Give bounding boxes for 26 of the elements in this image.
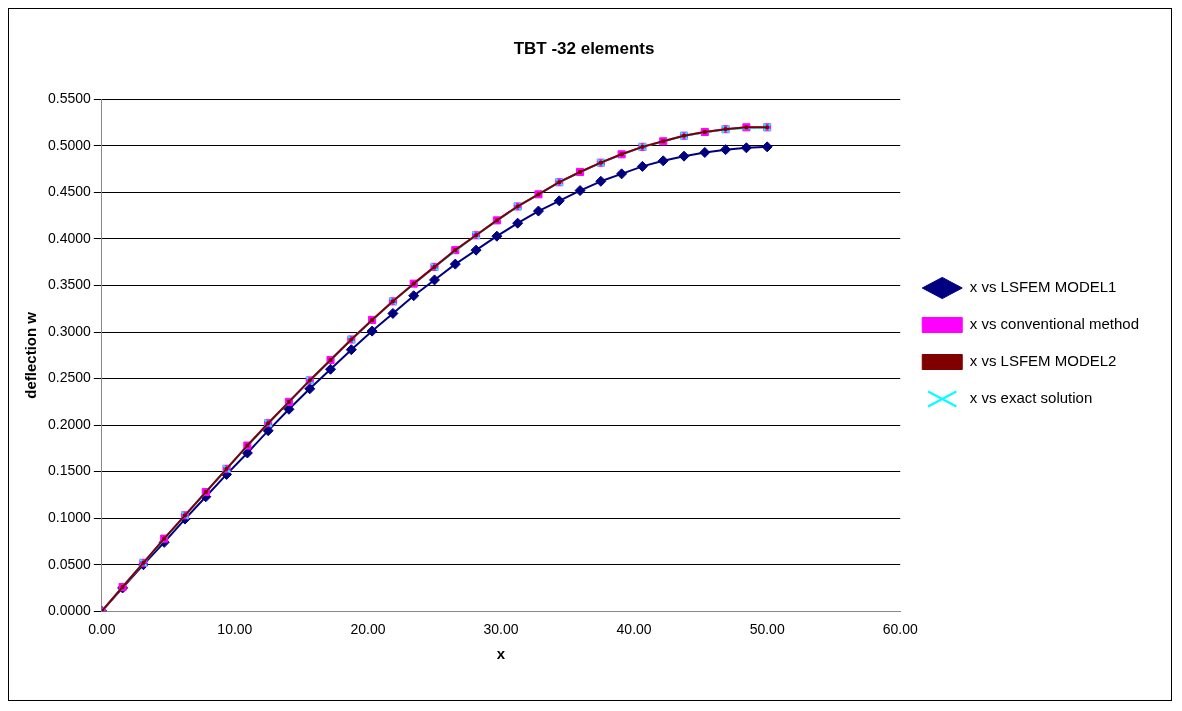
x-tick-label: 20.00 (350, 621, 386, 638)
chart-title: TBT -32 elements (513, 38, 655, 58)
x-tick-label: 40.00 (616, 621, 652, 638)
y-tick-label: 0.4500 (47, 183, 92, 200)
y-tick-label: 0.0000 (47, 602, 92, 619)
y-axis-title: deflection w (22, 311, 40, 399)
legend-label: x vs LSFEM MODEL2 (969, 352, 1117, 370)
x-axis-title: x (496, 645, 506, 663)
y-tick-label: 0.1500 (47, 462, 92, 479)
y-tick-label: 0.3000 (47, 322, 92, 339)
y-tick-label: 0.3500 (47, 276, 92, 293)
y-tick-label: 0.0500 (47, 555, 92, 572)
y-tick-label: 0.1000 (47, 509, 92, 525)
x-tick-label: 60.00 (882, 621, 918, 638)
y-tick-label: 0.5000 (47, 136, 92, 153)
legend-label: x vs conventional method (969, 315, 1139, 333)
y-tick-label: 0.4000 (47, 229, 92, 246)
legend-label: x vs LSFEM MODEL1 (969, 278, 1117, 296)
x-tick-label: 50.00 (749, 621, 785, 638)
y-tick-label: 0.5500 (47, 90, 92, 107)
x-tick-label: 0.00 (88, 621, 116, 638)
x-tick-label: 10.00 (217, 621, 253, 638)
legend-label: x vs exact solution (969, 389, 1093, 407)
x-tick-label: 30.00 (483, 621, 519, 638)
y-tick-label: 0.2000 (47, 415, 92, 432)
y-tick-label: 0.2500 (47, 369, 92, 386)
